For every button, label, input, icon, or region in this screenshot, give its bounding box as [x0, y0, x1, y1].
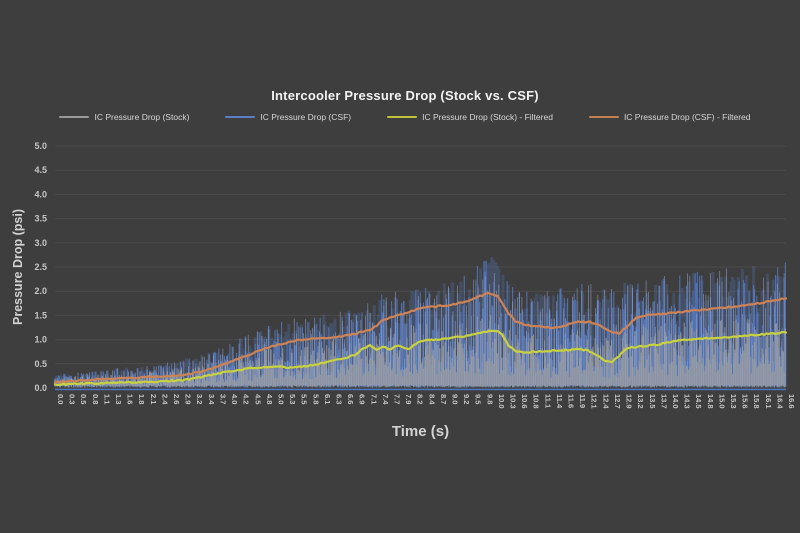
x-tick-label: 13.5 — [648, 394, 657, 409]
x-tick-label: 1.3 — [114, 394, 123, 404]
x-tick-label: 1.1 — [102, 394, 111, 404]
stock-filtered-line — [53, 329, 788, 387]
x-tick-label: 13.2 — [636, 394, 645, 409]
x-tick-label: 10.3 — [509, 394, 518, 409]
x-tick-label: 9.5 — [474, 394, 483, 404]
legend-swatch-icon — [387, 116, 418, 118]
x-tick-label: 8.7 — [439, 394, 448, 404]
x-tick-label: 9.0 — [451, 394, 460, 404]
chart-legend: IC Pressure Drop (Stock) IC Pressure Drop… — [0, 112, 800, 122]
x-tick-label: 16.6 — [787, 394, 796, 409]
x-tick-label: 15.6 — [741, 394, 750, 409]
x-tick-label: 1.6 — [126, 394, 135, 404]
legend-item-2[interactable]: IC Pressure Drop (Stock) - Filtered — [387, 112, 553, 122]
x-tick-label: 2.9 — [184, 394, 193, 404]
y-tick-label: 0.5 — [34, 359, 47, 369]
y-tick-label: 2.5 — [34, 262, 47, 272]
y-tick-label: 2.0 — [34, 286, 47, 296]
x-tick-label: 7.7 — [392, 394, 401, 404]
x-tick-label: 7.4 — [381, 394, 390, 405]
legend-item-1[interactable]: IC Pressure Drop (CSF) — [225, 112, 351, 122]
y-tick-label: 4.0 — [34, 189, 47, 199]
x-tick-label: 6.6 — [346, 394, 355, 404]
x-tick-label: 6.1 — [323, 394, 332, 404]
x-tick-label: 15.0 — [717, 394, 726, 409]
x-tick-label: 14.0 — [671, 394, 680, 409]
x-tick-label: 11.6 — [567, 394, 576, 408]
x-tick-label: 4.5 — [253, 394, 262, 404]
x-tick-label: 10.0 — [497, 394, 506, 409]
legend-label: IC Pressure Drop (Stock) — [94, 112, 190, 122]
csf-filtered-line — [53, 291, 788, 384]
x-tick-label: 12.1 — [590, 394, 599, 409]
y-tick-label: 1.0 — [34, 335, 47, 345]
x-tick-label: 4.8 — [265, 394, 274, 404]
x-tick-label: 0.5 — [79, 394, 88, 404]
x-tick-label: 9.8 — [485, 394, 494, 404]
y-tick-label: 0.0 — [34, 383, 47, 393]
legend-swatch-icon — [588, 116, 619, 118]
x-tick-label: 0.3 — [68, 394, 77, 404]
x-tick-label: 2.4 — [160, 394, 169, 405]
x-tick-label: 3.2 — [195, 394, 204, 404]
x-tick-label: 4.0 — [230, 394, 239, 404]
y-axis-title: Pressure Drop (psi) — [11, 209, 25, 325]
y-tick-label: 4.5 — [34, 165, 47, 175]
x-tick-label: 12.7 — [613, 394, 622, 409]
x-tick-label: 11.4 — [555, 394, 564, 409]
gridlines: 0.0 0.5 1.0 1.5 2.0 2.5 3.0 3.5 4.0 4.5 5.0 — [34, 141, 786, 393]
x-tick-label: 0.0 — [56, 394, 65, 404]
x-tick-label: 12.9 — [625, 394, 634, 409]
x-tick-label: 14.3 — [683, 394, 692, 409]
chart-title: Intercooler Pressure Drop (Stock vs. CSF… — [271, 88, 539, 103]
x-tick-label: 7.1 — [369, 394, 378, 404]
x-tick-label: 0.8 — [91, 394, 100, 404]
x-tick-label: 2.1 — [149, 394, 158, 404]
x-tick-label: 5.0 — [276, 394, 285, 404]
x-tick-label: 14.5 — [694, 394, 703, 409]
legend-item-0[interactable]: IC Pressure Drop (Stock) — [59, 112, 189, 122]
x-tick-label: 2.6 — [172, 394, 181, 404]
x-tick-label: 6.3 — [334, 394, 343, 404]
x-tick-label: 10.6 — [520, 394, 529, 409]
legend-item-3[interactable]: IC Pressure Drop (CSF) - Filtered — [588, 112, 751, 122]
x-tick-label: 11.1 — [543, 394, 552, 408]
x-tick-label: 16.4 — [775, 394, 784, 409]
x-tick-label: 3.4 — [207, 394, 216, 405]
legend-label: IC Pressure Drop (Stock) - Filtered — [422, 112, 553, 122]
x-tick-label: 7.9 — [404, 394, 413, 404]
x-tick-label: 4.2 — [242, 394, 251, 404]
x-tick-label: 12.4 — [601, 394, 610, 409]
y-tick-label: 3.0 — [34, 238, 47, 248]
x-axis-title: Time (s) — [392, 423, 449, 440]
x-tick-label: 15.3 — [729, 394, 738, 409]
x-tick-label: 6.9 — [358, 394, 367, 404]
x-tick-label: 1.8 — [137, 394, 146, 404]
x-tick-label: 15.8 — [752, 394, 761, 409]
x-tick-label: 16.1 — [764, 394, 773, 409]
x-tick-label: 13.7 — [659, 394, 668, 409]
y-tick-label: 3.5 — [34, 214, 47, 224]
x-tick-label: 14.8 — [706, 394, 715, 409]
x-tick-labels: 0.0 0.3 0.5 0.8 1.1 1.3 1.6 1.8 2.1 2.4 2.6 2.9 3.2 3… — [56, 394, 796, 409]
y-tick-label: 5.0 — [34, 141, 47, 151]
y-tick-label: 1.5 — [34, 310, 47, 320]
x-tick-label: 5.5 — [300, 394, 309, 404]
x-tick-label: 3.7 — [218, 394, 227, 404]
x-tick-label: 11.9 — [578, 394, 587, 408]
x-tick-label: 5.8 — [311, 394, 320, 404]
legend-label: IC Pressure Drop (CSF) - Filtered — [623, 112, 751, 122]
x-tick-label: 8.4 — [427, 394, 436, 405]
legend-label: IC Pressure Drop (CSF) — [260, 112, 352, 122]
x-tick-label: 9.2 — [462, 394, 471, 404]
x-tick-label: 10.8 — [532, 394, 541, 409]
x-tick-label: 5.3 — [288, 394, 297, 404]
x-tick-label: 8.2 — [416, 394, 425, 404]
legend-swatch-icon — [225, 116, 256, 118]
legend-swatch-icon — [59, 116, 90, 118]
